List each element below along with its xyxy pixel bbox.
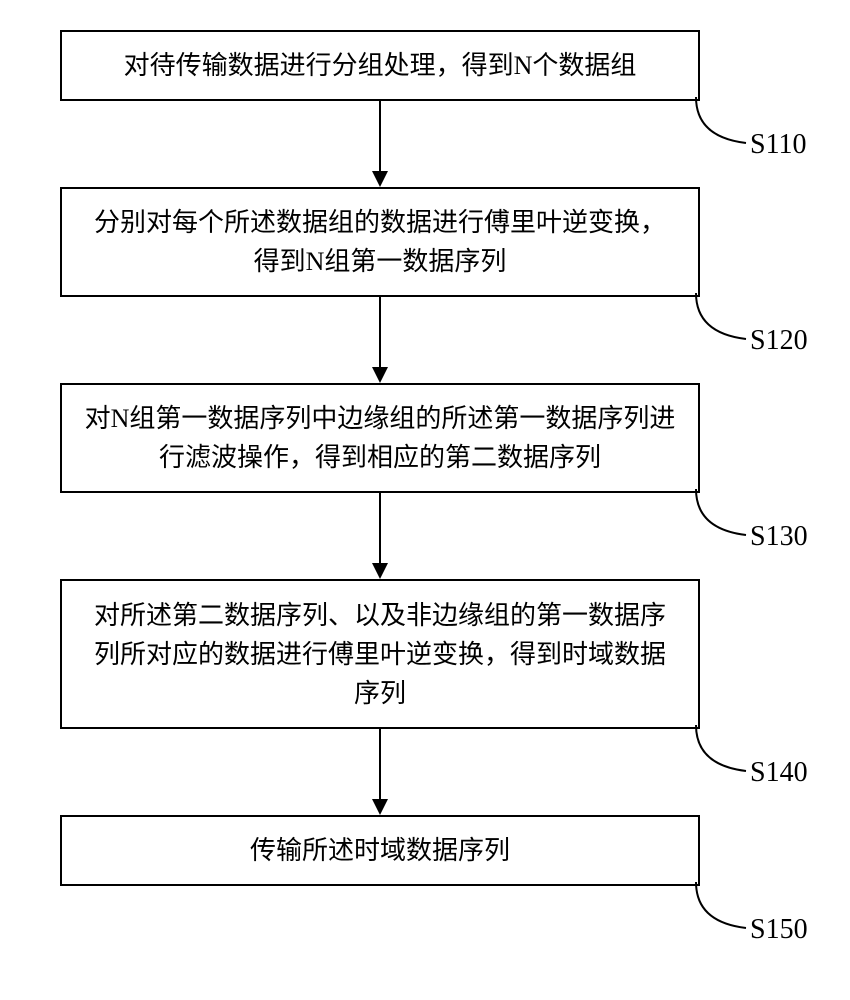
step-label: S140	[750, 757, 808, 789]
flow-step-text: 对待传输数据进行分组处理，得到N个数据组	[124, 46, 637, 85]
step-label-leader: S130	[694, 487, 824, 562]
step-label-leader: S150	[694, 880, 824, 955]
flow-step-text: 传输所述时域数据序列	[250, 831, 510, 870]
flow-step-text: 对所述第二数据序列、以及非边缘组的第一数据序列所对应的数据进行傅里叶逆变换，得到…	[82, 596, 678, 713]
flow-step-box: 对N组第一数据序列中边缘组的所述第一数据序列进行滤波操作，得到相应的第二数据序列	[60, 383, 700, 493]
flow-step-box: 对待传输数据进行分组处理，得到N个数据组	[60, 30, 700, 101]
flow-arrow	[60, 729, 700, 815]
step-label-leader: S110	[694, 95, 824, 170]
step-label: S120	[750, 325, 808, 357]
step-label: S110	[750, 129, 807, 161]
flow-step-box: 对所述第二数据序列、以及非边缘组的第一数据序列所对应的数据进行傅里叶逆变换，得到…	[60, 579, 700, 729]
step-label-leader: S120	[694, 291, 824, 366]
step-label: S130	[750, 521, 808, 553]
flow-arrow	[60, 101, 700, 187]
flow-step-box: 传输所述时域数据序列	[60, 815, 700, 886]
flow-arrow	[60, 493, 700, 579]
flow-arrow	[60, 297, 700, 383]
step-label-leader: S140	[694, 723, 824, 798]
flowchart-container: 对待传输数据进行分组处理，得到N个数据组S110分别对每个所述数据组的数据进行傅…	[60, 30, 800, 886]
flow-step-box: 分别对每个所述数据组的数据进行傅里叶逆变换，得到N组第一数据序列	[60, 187, 700, 297]
step-label: S150	[750, 914, 808, 946]
flow-step-text: 对N组第一数据序列中边缘组的所述第一数据序列进行滤波操作，得到相应的第二数据序列	[82, 399, 678, 477]
flow-step-text: 分别对每个所述数据组的数据进行傅里叶逆变换，得到N组第一数据序列	[82, 203, 678, 281]
